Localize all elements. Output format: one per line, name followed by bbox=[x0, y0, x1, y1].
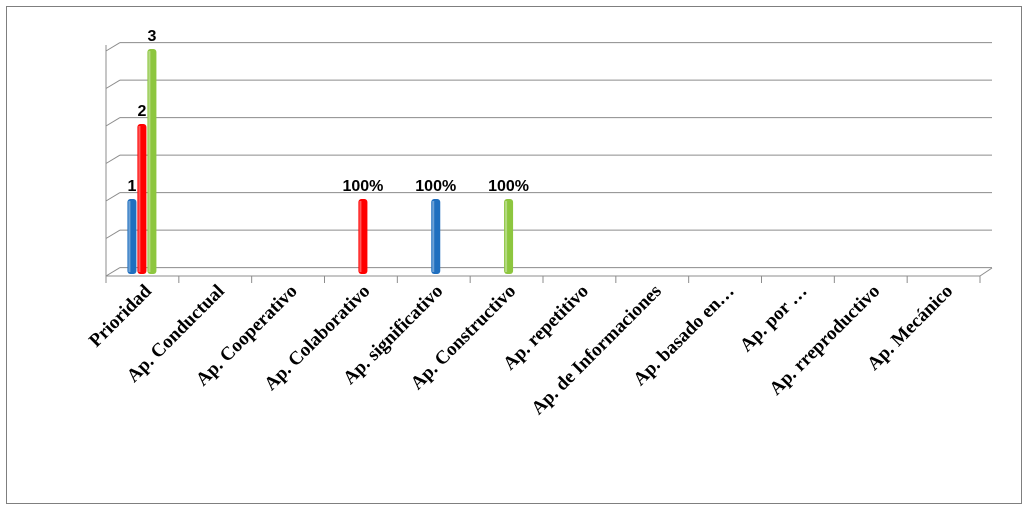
bar-highlight bbox=[432, 201, 435, 272]
bar-highlight bbox=[138, 126, 141, 272]
x-axis-depth bbox=[979, 267, 993, 277]
bar-highlight bbox=[505, 201, 508, 272]
bar bbox=[431, 199, 441, 274]
bars bbox=[127, 49, 514, 274]
bar bbox=[147, 49, 157, 274]
gridline-tick bbox=[105, 267, 121, 277]
bar-highlight bbox=[128, 201, 131, 272]
bar bbox=[137, 124, 147, 274]
gridline-tick bbox=[105, 42, 121, 52]
gridlines bbox=[105, 42, 993, 283]
gridline-tick bbox=[105, 79, 121, 89]
category-label: Ap. por … bbox=[736, 281, 811, 356]
bar-highlight bbox=[148, 51, 151, 272]
gridline-tick bbox=[105, 117, 121, 127]
data-label: 1 bbox=[127, 178, 136, 195]
data-label: 2 bbox=[137, 103, 146, 120]
category-label: Ap. de Informaciones bbox=[527, 281, 665, 419]
category-label: Prioridad bbox=[85, 280, 156, 351]
bar bbox=[358, 199, 368, 274]
gridline-tick bbox=[105, 229, 121, 239]
data-label: 100% bbox=[342, 178, 383, 195]
chart-frame bbox=[6, 6, 1022, 504]
bar bbox=[127, 199, 137, 274]
data-label: 100% bbox=[488, 178, 529, 195]
data-label: 3 bbox=[147, 28, 156, 45]
gridline-tick bbox=[105, 154, 121, 164]
gridline-tick bbox=[105, 192, 121, 202]
data-label: 100% bbox=[415, 178, 456, 195]
bar-highlight bbox=[359, 201, 362, 272]
data-labels: 1 2 3 100% 100% 100% bbox=[127, 28, 529, 195]
bar bbox=[504, 199, 514, 274]
